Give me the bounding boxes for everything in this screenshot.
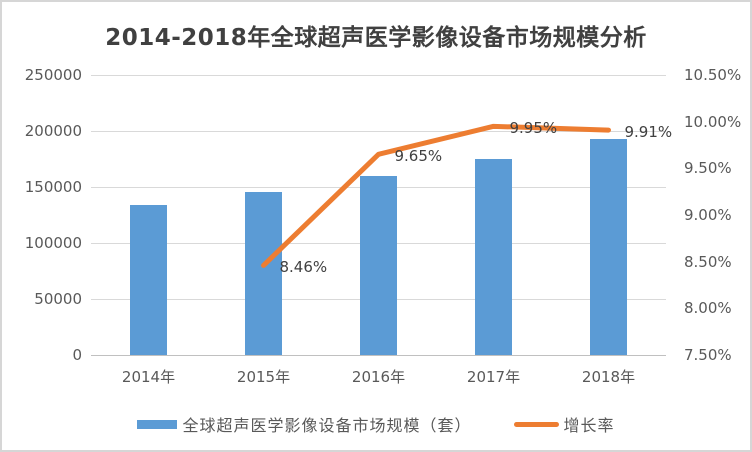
growth-rate-data-label: 9.95% (509, 119, 558, 138)
legend-label-growth-rate: 增长率 (563, 416, 615, 435)
legend-item-market-size: 全球超声医学影像设备市场规模（套） (137, 412, 471, 436)
left-axis-tick-label: 0 (72, 346, 82, 364)
market-size-bar (245, 192, 282, 355)
line-series-swatch-icon (513, 421, 559, 427)
right-axis-tick-label: 10.50% (684, 66, 742, 84)
right-axis-tick-label: 9.50% (684, 159, 732, 178)
left-axis-tick-label: 200000 (24, 122, 82, 140)
right-axis-tick-label: 8.00% (684, 299, 732, 318)
legend: 全球超声医学影像设备市场规模（套） 增长率 (2, 411, 750, 437)
right-axis-tick-label: 7.50% (684, 346, 732, 364)
gridline (91, 75, 666, 76)
x-axis-tick-label: 2014年 (121, 368, 176, 386)
x-axis-tick-label: 2017年 (466, 368, 521, 386)
gridline (91, 131, 666, 132)
right-axis-tick-label: 9.00% (684, 206, 732, 224)
left-axis-tick-label: 250000 (24, 66, 82, 84)
growth-rate-data-label: 8.46% (279, 258, 328, 277)
x-axis-line (91, 355, 666, 356)
x-axis-tick-label: 2018年 (581, 368, 636, 386)
market-size-bar (475, 158, 512, 355)
market-size-bar (130, 204, 167, 355)
growth-rate-data-label: 9.65% (394, 147, 443, 166)
legend-label-market-size: 全球超声医学影像设备市场规模（套） (182, 416, 472, 435)
right-axis-tick-label: 8.50% (684, 252, 732, 271)
legend-item-growth-rate: 增长率 (513, 412, 615, 436)
bar-series-swatch-icon (137, 419, 178, 429)
market-size-bar (590, 139, 627, 355)
x-axis-tick-label: 2016年 (351, 368, 406, 386)
x-axis-tick-label: 2015年 (236, 368, 291, 386)
chart-title: 2014-2018年全球超声医学影像设备市场规模分析 (105, 25, 647, 51)
left-axis-tick-label: 100000 (24, 234, 82, 252)
left-axis-tick-label: 50000 (34, 290, 82, 308)
left-axis-tick-label: 150000 (24, 178, 82, 196)
growth-rate-data-label: 9.91% (624, 123, 673, 142)
market-size-bar (360, 176, 397, 355)
right-axis-tick-label: 10.00% (684, 112, 742, 131)
